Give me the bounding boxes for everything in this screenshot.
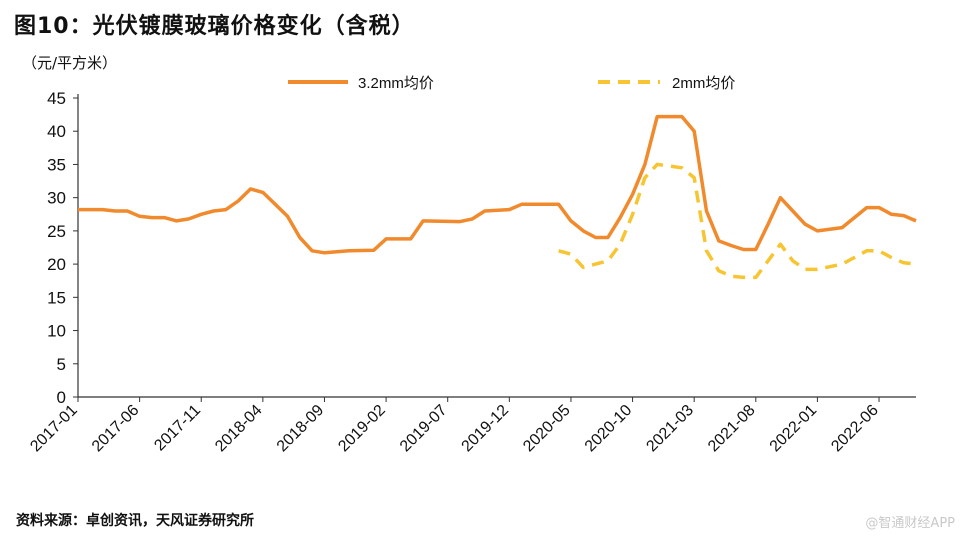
x-tick-label: 2021-03: [643, 402, 697, 456]
legend-label-2mm: 2mm均价: [672, 75, 735, 92]
x-tick-label: 2019-07: [397, 402, 451, 456]
x-tick-label: 2018-04: [212, 402, 266, 456]
watermark: @智通财经APP: [865, 516, 955, 531]
legend: 3.2mm均价 2mm均价: [288, 75, 735, 92]
series-line-2mm: [558, 162, 917, 280]
y-tick-label: 45: [47, 89, 66, 108]
y-tick-label: 25: [47, 222, 66, 241]
y-tick-label: 15: [47, 288, 66, 307]
y-tick-label: 0: [57, 388, 66, 407]
legend-label-3-2mm: 3.2mm均价: [358, 75, 434, 92]
x-tick-label: 2019-02: [335, 402, 389, 456]
x-tick-label: 2017-11: [151, 402, 204, 455]
x-tick-label: 2020-10: [582, 402, 636, 456]
y-tick-label: 5: [57, 355, 66, 374]
x-tick-label: 2018-09: [274, 402, 328, 456]
series-group: [78, 114, 917, 280]
y-tick-label: 30: [47, 189, 66, 208]
x-tick-label: 2017-06: [89, 402, 143, 456]
chart-title: 图10：光伏镀膜玻璃价格变化（含税）: [14, 14, 415, 39]
x-tick-label: 2019-12: [459, 402, 513, 456]
x-tick-label: 2022-01: [767, 402, 821, 456]
x-tick-label: 2022-06: [828, 402, 882, 456]
y-tick-label: 20: [47, 255, 66, 274]
series-line-3-2mm: [78, 114, 917, 255]
y-tick-label: 35: [47, 155, 66, 174]
x-tick-label: 2020-05: [520, 402, 574, 456]
x-tick-label: 2017-01: [27, 402, 81, 456]
y-tick-label: 10: [47, 322, 66, 341]
source-note: 资料来源：卓创资讯，天风证券研究所: [16, 513, 254, 529]
y-unit-label: （元/平方米）: [22, 54, 118, 72]
y-tick-label: 40: [47, 122, 66, 141]
x-tick-label: 2021-08: [705, 402, 759, 456]
